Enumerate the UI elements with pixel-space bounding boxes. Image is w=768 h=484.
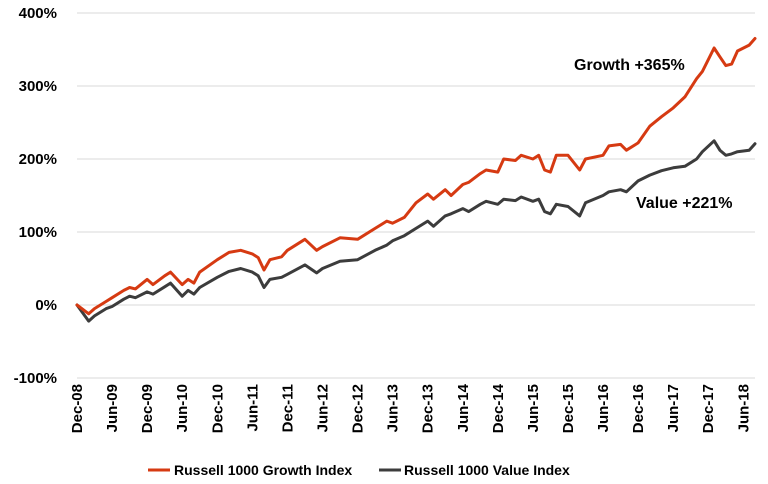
x-tick-label: Jun-10 xyxy=(174,384,191,432)
x-tick-label: Jun-14 xyxy=(455,383,472,432)
y-tick-label: 200% xyxy=(19,151,57,168)
x-tick-label: Jun-17 xyxy=(665,384,682,432)
value-series-line xyxy=(75,139,757,323)
x-tick-label: Dec-08 xyxy=(69,384,86,433)
y-axis-tick-labels: 400% 300% 200% 100% 0% -100% xyxy=(14,5,57,387)
legend-item-growth: Russell 1000 Growth Index xyxy=(148,462,352,478)
legend: Russell 1000 Growth Index Russell 1000 Va… xyxy=(148,462,570,478)
growth-annotation: Growth +365% xyxy=(574,57,685,74)
legend-item-value: Russell 1000 Value Index xyxy=(379,462,570,478)
x-tick-label: Jun-09 xyxy=(104,384,121,432)
x-axis-tick-labels: Dec-08 Jun-09 Dec-09 Jun-10 Dec-10 Jun-11 Dec-… xyxy=(69,383,752,433)
x-tick-label: Jun-11 xyxy=(244,384,261,432)
legend-label: Russell 1000 Growth Index xyxy=(174,462,352,478)
x-tick-label: Dec-12 xyxy=(350,384,367,433)
x-tick-label: Dec-10 xyxy=(209,384,226,433)
y-tick-label: 0% xyxy=(35,297,57,314)
series-lines xyxy=(75,37,757,323)
annotations: Growth +365% Value +221% xyxy=(574,57,733,212)
x-tick-label: Dec-17 xyxy=(700,384,717,433)
y-tick-label: 100% xyxy=(19,224,57,241)
x-tick-label: Jun-16 xyxy=(595,384,612,432)
x-tick-label: Jun-18 xyxy=(735,384,752,432)
legend-label: Russell 1000 Value Index xyxy=(404,462,570,478)
x-tick-label: Dec-15 xyxy=(560,384,577,433)
growth-series-line xyxy=(75,37,757,316)
x-tick-label: Jun-13 xyxy=(385,384,402,432)
x-tick-label: Jun-12 xyxy=(314,384,331,432)
grid-lines xyxy=(77,12,755,379)
x-tick-label: Dec-11 xyxy=(279,384,296,432)
y-tick-label: 300% xyxy=(19,78,57,95)
x-tick-label: Dec-09 xyxy=(139,384,156,433)
y-tick-label: -100% xyxy=(14,370,57,387)
value-annotation: Value +221% xyxy=(636,195,733,212)
x-tick-label: Dec-14 xyxy=(490,383,507,433)
y-tick-label: 400% xyxy=(19,5,57,22)
x-tick-label: Jun-15 xyxy=(525,384,542,432)
x-tick-label: Dec-16 xyxy=(630,384,647,433)
x-tick-label: Dec-13 xyxy=(420,384,437,433)
